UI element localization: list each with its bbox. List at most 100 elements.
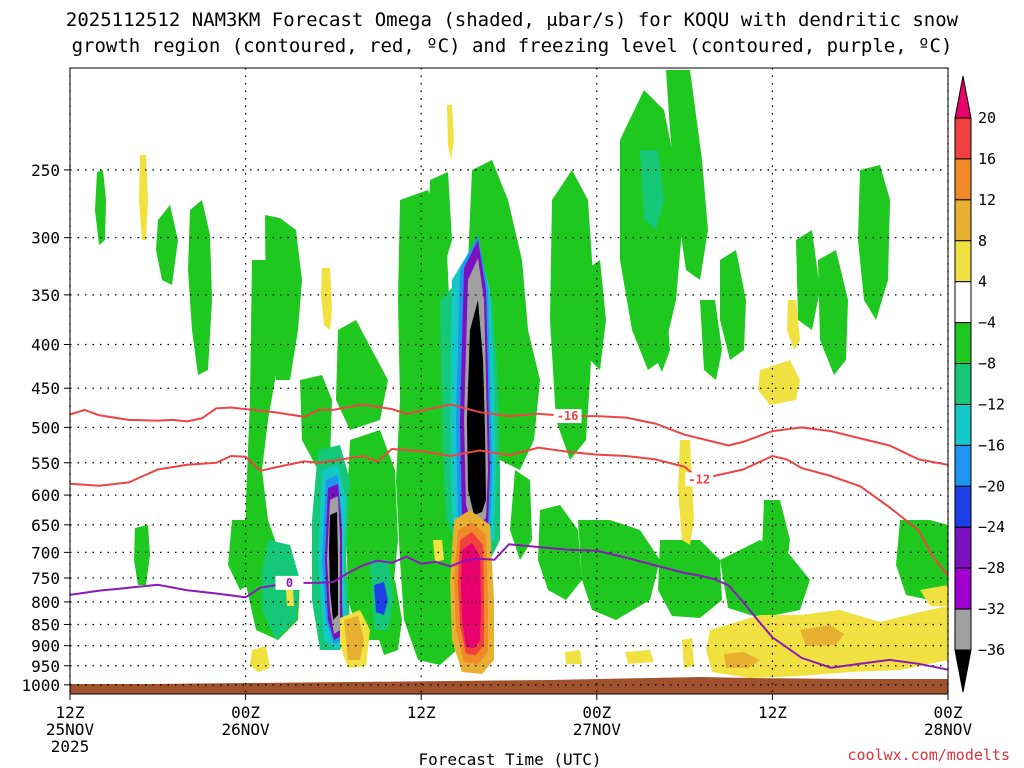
- omega-shade-green: [134, 525, 150, 585]
- y-tick-label: 400: [31, 336, 60, 355]
- y-tick-label: 800: [31, 593, 60, 612]
- colorbar-bin: [954, 444, 972, 487]
- colorbar-tick-label: −36: [978, 641, 1005, 659]
- omega-shade-gold: [724, 652, 760, 668]
- x-tick-label: 25NOV: [46, 720, 95, 739]
- colorbar-tick-label: −8: [978, 355, 996, 373]
- colorbar-bin: [954, 567, 972, 610]
- colorbar-top-arrow: [954, 75, 972, 119]
- colorbar-tick-label: 20: [978, 109, 996, 127]
- plot-frame: [69, 67, 949, 695]
- y-tick-label: 600: [31, 486, 60, 505]
- colorbar: 20 16 12 8 4 −4 −8 −12 −16 −20 −24 −28 −32 −36: [954, 75, 1005, 693]
- omega-shade-green: [95, 170, 106, 245]
- omega-shade-green: [720, 540, 810, 618]
- omega-shade-green: [188, 200, 212, 375]
- omega-shade-green: [720, 250, 746, 360]
- omega-shade-green: [550, 170, 594, 460]
- omega-shade-yellow: [787, 300, 800, 350]
- omega-shade-black: [329, 512, 338, 620]
- contour-label-bg: [275, 575, 304, 590]
- omega-shade-green: [156, 205, 178, 285]
- omega-shade-dblue: [374, 582, 388, 615]
- contour-line--12: [69, 446, 949, 577]
- x-tick-label: 00Z: [231, 703, 260, 722]
- omega-shade-green: [818, 250, 848, 375]
- y-tick-label: 500: [31, 418, 60, 437]
- omega-shade-yellow: [682, 638, 694, 668]
- contour-label: 0: [286, 576, 293, 590]
- y-tick-label: 700: [31, 543, 60, 562]
- omega-shade-green: [896, 520, 948, 600]
- omega-shade-green: [666, 70, 708, 280]
- x-tick-label: 26NOV: [222, 720, 271, 739]
- colorbar-bin: [954, 281, 972, 324]
- colorbar-bottom-arrow: [954, 649, 972, 693]
- omega-shade-green: [300, 375, 332, 470]
- x-tick-label: 12Z: [56, 703, 85, 722]
- x-tick-label: 28NOV: [924, 720, 973, 739]
- y-tick-label: 950: [31, 657, 60, 676]
- omega-shade-yellow: [286, 590, 294, 606]
- colorbar-tick-label: −32: [978, 600, 1005, 618]
- y-tick-label: 850: [31, 615, 60, 634]
- colorbar-bin: [954, 199, 972, 242]
- omega-shade-green: [586, 260, 606, 370]
- x-tick-label: 27NOV: [573, 720, 622, 739]
- y-tick-label: 900: [31, 637, 60, 656]
- colorbar-tick-label: 16: [978, 150, 996, 168]
- omega-shade-green: [578, 520, 660, 620]
- x-tick-label: 00Z: [582, 703, 611, 722]
- omega-shade-yellow: [139, 155, 148, 240]
- omega-shade-teal: [262, 540, 300, 640]
- colorbar-tick-label: −12: [978, 395, 1005, 413]
- colorbar-tick-label: 4: [978, 273, 987, 291]
- y-tick-label: 750: [31, 569, 60, 588]
- omega-shade-green: [620, 90, 682, 370]
- contour-label-bg: [685, 472, 714, 487]
- colorbar-tick-label: −4: [978, 314, 996, 332]
- contour-line--16: [69, 403, 949, 466]
- colorbar-bin: [954, 608, 972, 651]
- x-axis-label: Forecast Time (UTC): [418, 750, 601, 768]
- omega-shade-yellow: [250, 646, 270, 672]
- omega-shade-black: [467, 300, 486, 515]
- contour-label: -16: [557, 409, 579, 423]
- omega-shade-green: [652, 300, 670, 372]
- colorbar-tick-label: −24: [978, 518, 1005, 536]
- omega-shade-yellow: [920, 585, 948, 606]
- omega-shade-green: [265, 215, 302, 380]
- y-axis-ticks: 250 300 350 400 450 500 550 600 650 700 750 800 850 9…: [21, 161, 70, 695]
- colorbar-bin: [954, 403, 972, 446]
- omega-shade-green: [658, 540, 722, 618]
- colorbar-bin: [954, 526, 972, 569]
- colorbar-tick-label: −20: [978, 477, 1005, 495]
- contour-label: -12: [688, 472, 710, 486]
- omega-shade-yellow: [447, 105, 454, 160]
- omega-shade-magenta: [461, 543, 481, 648]
- y-tick-label: 450: [31, 379, 60, 398]
- omega-shade-green: [538, 505, 582, 600]
- plot-area: -16 -12 0: [69, 67, 949, 695]
- omega-shade-green: [700, 300, 722, 380]
- contour-label-bg: [553, 409, 582, 424]
- x-tick-label: 2025: [51, 737, 90, 756]
- chart-title-line-2: growth region (contoured, red, ºC) and f…: [72, 35, 953, 57]
- omega-shade-green: [796, 230, 820, 330]
- colorbar-bin: [954, 485, 972, 528]
- x-tick-label: 12Z: [758, 703, 787, 722]
- y-tick-label: 550: [31, 454, 60, 473]
- colorbar-tick-label: 12: [978, 191, 996, 209]
- credit-text: coolwx.com/modelts: [847, 746, 1010, 764]
- omega-shade-yellow: [625, 650, 654, 664]
- omega-shade-green: [336, 320, 388, 430]
- omega-shade-green: [762, 500, 790, 580]
- y-tick-label: 650: [31, 516, 60, 535]
- omega-shade-green: [428, 172, 452, 280]
- terrain-ground: [70, 677, 948, 694]
- omega-shade-gold: [800, 625, 844, 646]
- omega-shade-yellow: [565, 650, 582, 664]
- contour-line-0: [69, 543, 949, 671]
